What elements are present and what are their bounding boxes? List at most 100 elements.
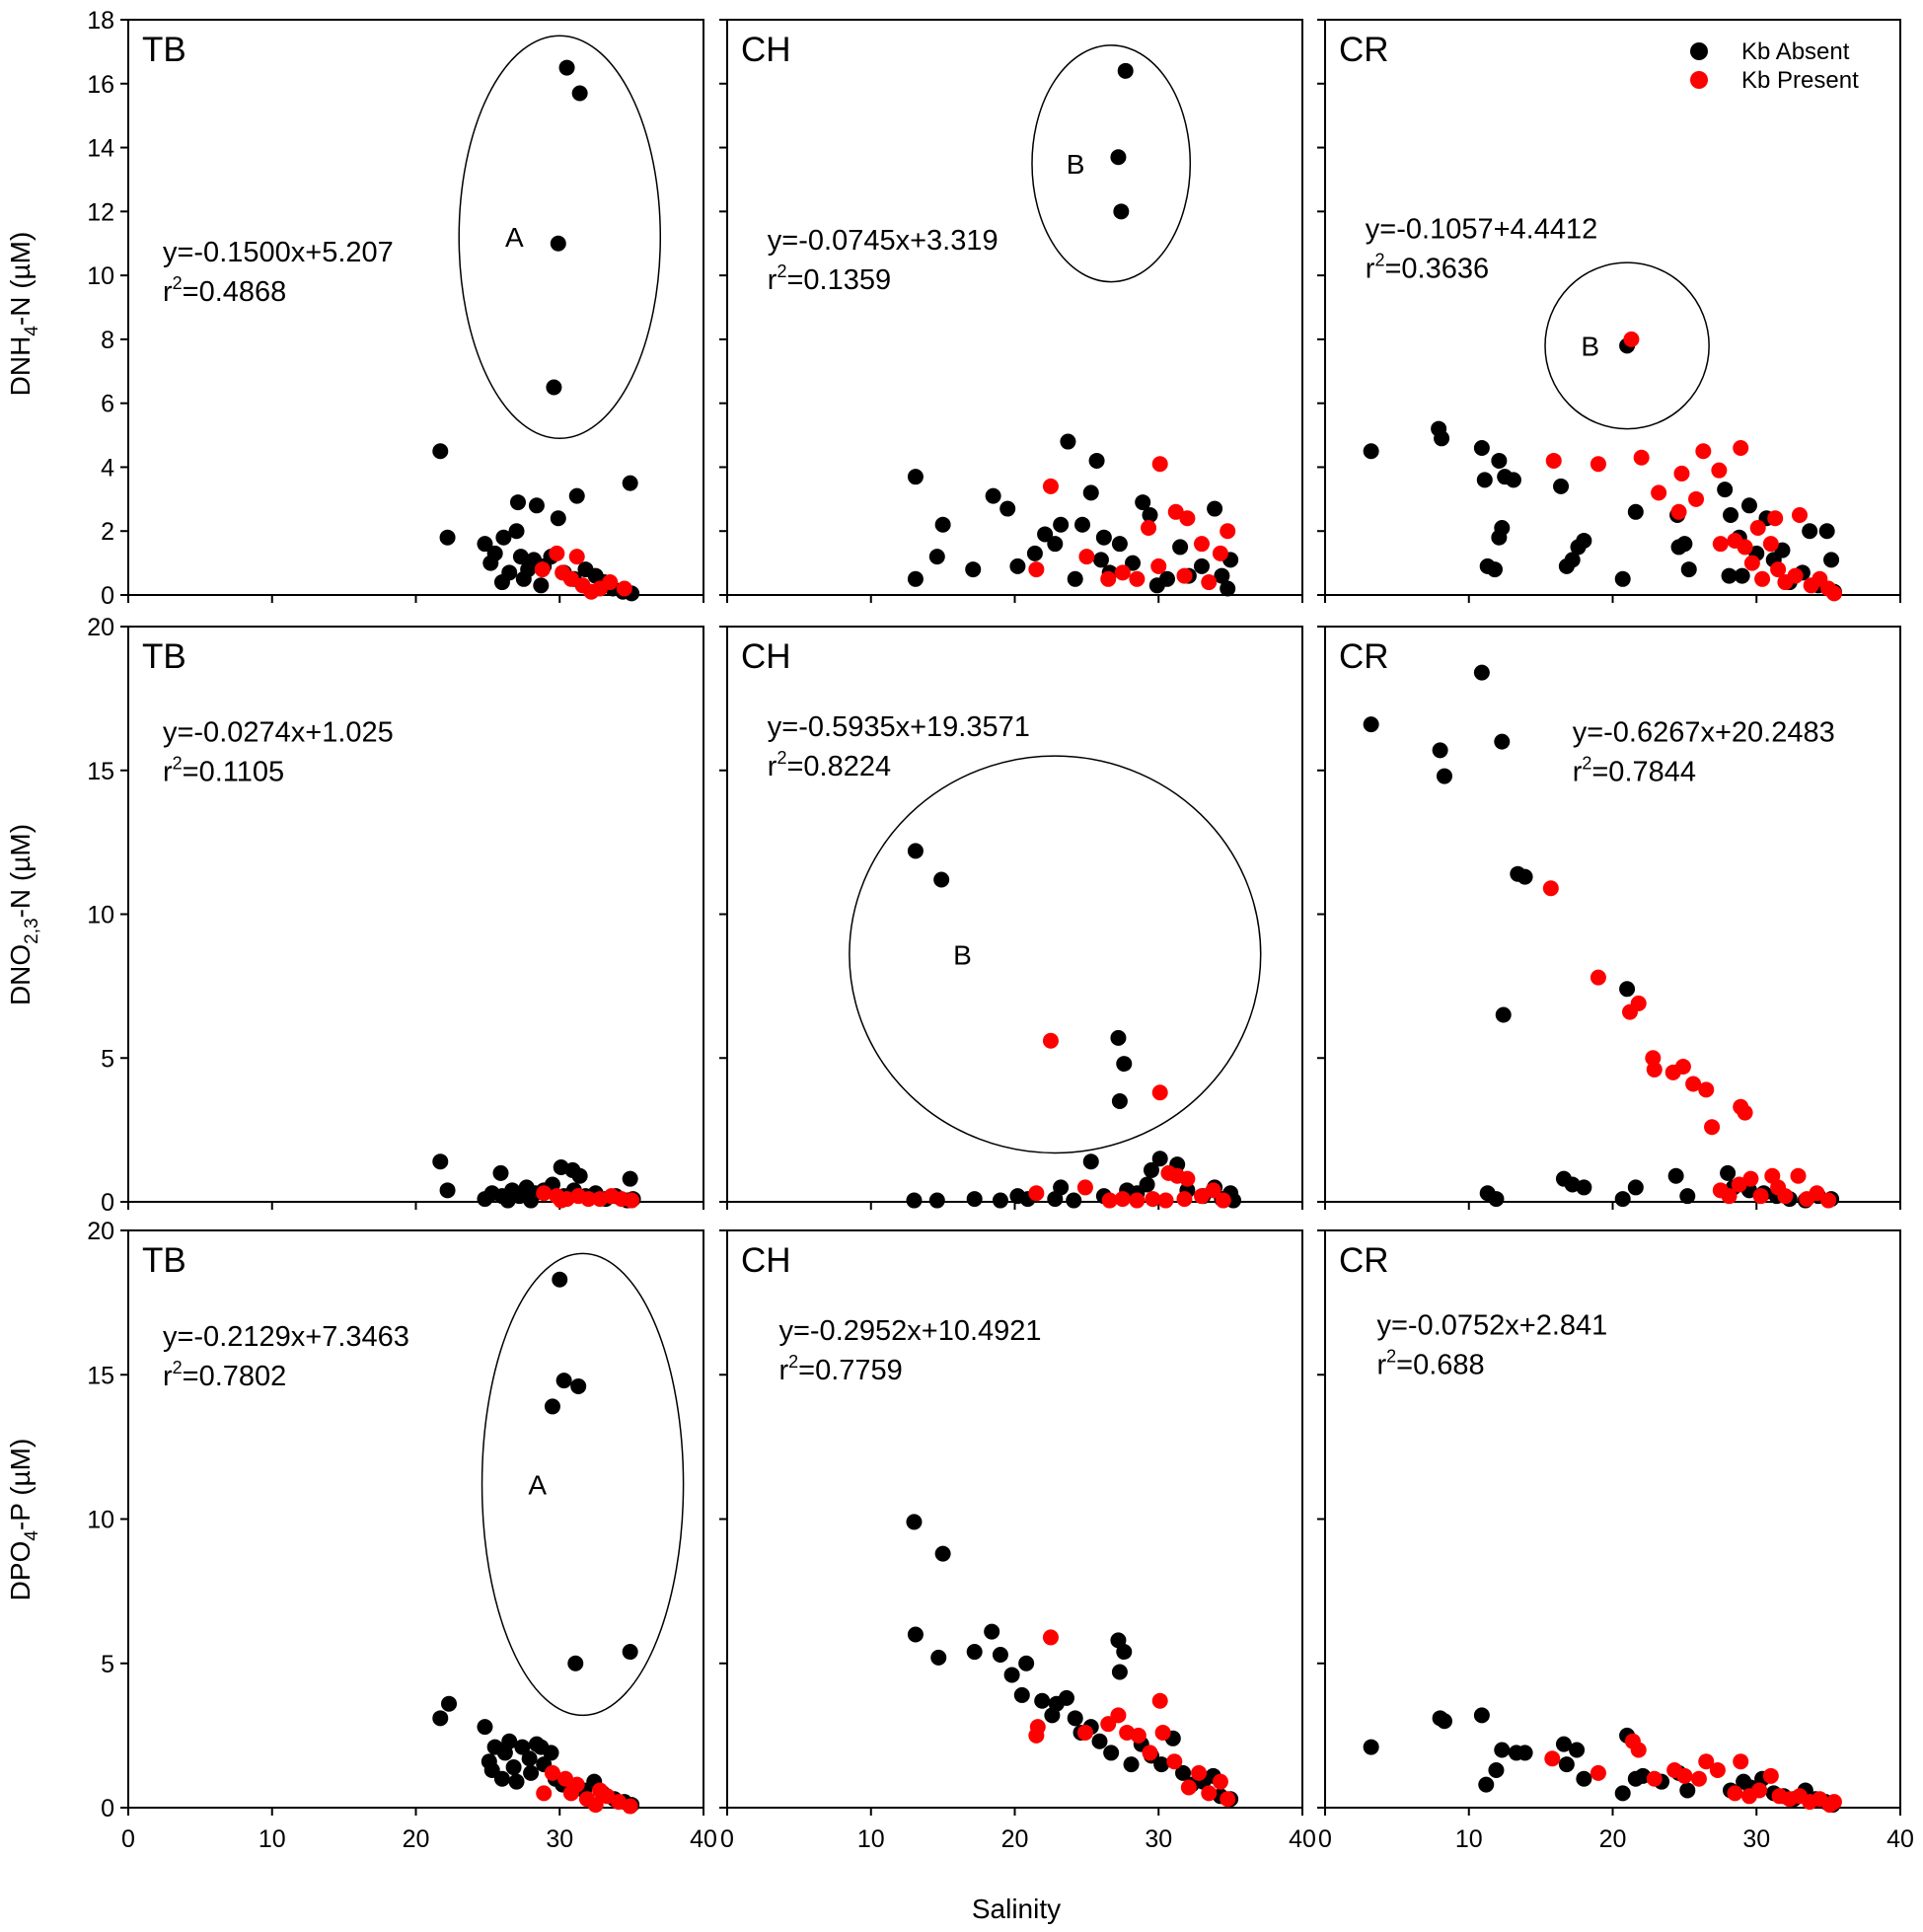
point-kb-present xyxy=(1167,503,1184,520)
r-squared: r2=0.4868 xyxy=(163,273,286,308)
point-kb-absent xyxy=(1207,500,1223,517)
x-tick-label: 20 xyxy=(403,1825,430,1853)
point-kb-absent xyxy=(1491,529,1508,546)
point-kb-absent xyxy=(1088,452,1105,469)
r-squared-superscript: 2 xyxy=(777,748,786,768)
y-title-2-rest: -N (µM) xyxy=(5,824,36,918)
point-kb-present xyxy=(1695,443,1712,460)
point-kb-absent xyxy=(1060,433,1076,450)
point-kb-present xyxy=(1809,1185,1825,1202)
point-kb-present xyxy=(1101,1192,1118,1209)
point-kb-absent xyxy=(1679,1782,1696,1799)
panel-frame xyxy=(127,1229,704,1809)
group-ellipse xyxy=(1544,261,1710,430)
y-tick-label: 10 xyxy=(87,902,114,929)
point-kb-absent xyxy=(1143,1161,1159,1178)
y-tick-label: 20 xyxy=(87,614,114,641)
point-kb-absent xyxy=(1555,1736,1572,1752)
point-kb-present xyxy=(1042,1032,1059,1049)
point-kb-present xyxy=(1042,478,1059,494)
point-kb-absent xyxy=(555,1373,572,1389)
point-kb-present xyxy=(1820,1192,1837,1209)
point-kb-present xyxy=(587,1797,604,1814)
panel-label: TB xyxy=(142,31,186,69)
point-kb-absent xyxy=(1488,1761,1505,1778)
panel-cr-r1: CR y=-0.1057+4.4412 r2=0.3636 B xyxy=(1317,19,1901,603)
point-kb-present xyxy=(1749,519,1766,536)
point-kb-present xyxy=(1742,1170,1759,1187)
point-kb-present xyxy=(624,1192,640,1209)
point-kb-present xyxy=(1791,507,1808,524)
point-kb-present xyxy=(549,545,565,561)
r-squared-symbol: r xyxy=(778,1355,788,1386)
point-kb-absent xyxy=(1013,1686,1030,1703)
point-kb-absent xyxy=(528,497,545,514)
x-tick-label: 40 xyxy=(690,1825,717,1853)
x-tick-label: 10 xyxy=(1455,1825,1483,1853)
point-kb-absent xyxy=(1111,1664,1128,1680)
r-squared-value: =0.4868 xyxy=(183,276,287,308)
point-kb-absent xyxy=(1619,981,1636,998)
x-tick-label: 0 xyxy=(121,1825,135,1853)
point-kb-absent xyxy=(570,1377,587,1394)
point-kb-present xyxy=(1180,1779,1197,1796)
point-kb-absent xyxy=(1003,1667,1020,1683)
r-squared-value: =0.3636 xyxy=(1384,254,1489,285)
point-kb-absent xyxy=(985,487,1001,504)
group-label: B xyxy=(953,939,972,970)
point-kb-absent xyxy=(439,1182,456,1199)
point-kb-absent xyxy=(1553,478,1570,494)
panel-tb-r1: 024681012141618TBy=-0.1500x+5.207r2=0.48… xyxy=(87,7,704,610)
point-kb-absent xyxy=(1680,561,1697,578)
panel-label: CR xyxy=(1339,637,1389,676)
point-kb-absent xyxy=(493,1770,510,1787)
panel-label: CH xyxy=(741,637,791,676)
r-squared-superscript: 2 xyxy=(1582,754,1591,774)
r-squared-symbol: r xyxy=(1366,254,1375,285)
point-kb-absent xyxy=(1558,1756,1575,1773)
y-title-3-sub: 4 xyxy=(22,1530,42,1541)
point-kb-present xyxy=(553,1192,569,1209)
point-kb-absent xyxy=(622,475,638,491)
panel-ch-r2: CH y=-0.5935x+19.3571 r2=0.8224 B xyxy=(719,626,1303,1210)
point-kb-absent xyxy=(1026,545,1043,561)
point-kb-present xyxy=(1737,539,1753,556)
point-kb-present xyxy=(616,580,632,597)
r-squared: r2=0.8224 xyxy=(768,748,891,782)
point-kb-absent xyxy=(934,1545,951,1562)
point-kb-absent xyxy=(493,574,510,591)
point-kb-absent xyxy=(1034,1692,1051,1709)
r-squared: r2=0.7802 xyxy=(163,1358,286,1392)
point-kb-present xyxy=(1673,465,1690,482)
panel-cr-r3: 0 10 20 30 40 CR y=-0.0752x+2.841 r2=0.688 xyxy=(1317,1229,1914,1853)
point-kb-present xyxy=(1076,1179,1093,1196)
point-kb-present xyxy=(1676,1767,1693,1784)
point-kb-absent xyxy=(439,529,456,546)
panel-frame xyxy=(1324,626,1901,1203)
point-kb-absent xyxy=(1717,482,1734,498)
point-kb-absent xyxy=(1363,443,1379,460)
regression-equation: y=-0.5935x+19.3571 xyxy=(768,711,1030,743)
point-kb-present xyxy=(1762,1767,1779,1784)
point-kb-absent xyxy=(501,1733,518,1749)
regression-equation: y=-0.2129x+7.3463 xyxy=(163,1321,409,1353)
point-kb-present xyxy=(1685,1076,1702,1092)
point-kb-absent xyxy=(550,235,566,252)
point-kb-absent xyxy=(1047,536,1064,553)
y-tick-label: 5 xyxy=(101,1045,114,1073)
point-kb-present xyxy=(1743,555,1760,571)
point-kb-absent xyxy=(567,1655,584,1672)
point-kb-absent xyxy=(550,510,566,527)
point-kb-absent xyxy=(1478,1776,1495,1793)
point-kb-present xyxy=(536,1185,553,1202)
r-squared-symbol: r xyxy=(1573,757,1583,788)
point-kb-absent xyxy=(1053,516,1070,533)
point-kb-absent xyxy=(907,469,924,485)
point-kb-absent xyxy=(1614,570,1631,587)
point-kb-absent xyxy=(906,1192,923,1209)
point-kb-absent xyxy=(568,487,585,504)
r-squared-symbol: r xyxy=(768,751,777,782)
group-label: B xyxy=(1581,331,1599,361)
point-kb-present xyxy=(1754,570,1771,587)
point-kb-absent xyxy=(1220,580,1236,597)
